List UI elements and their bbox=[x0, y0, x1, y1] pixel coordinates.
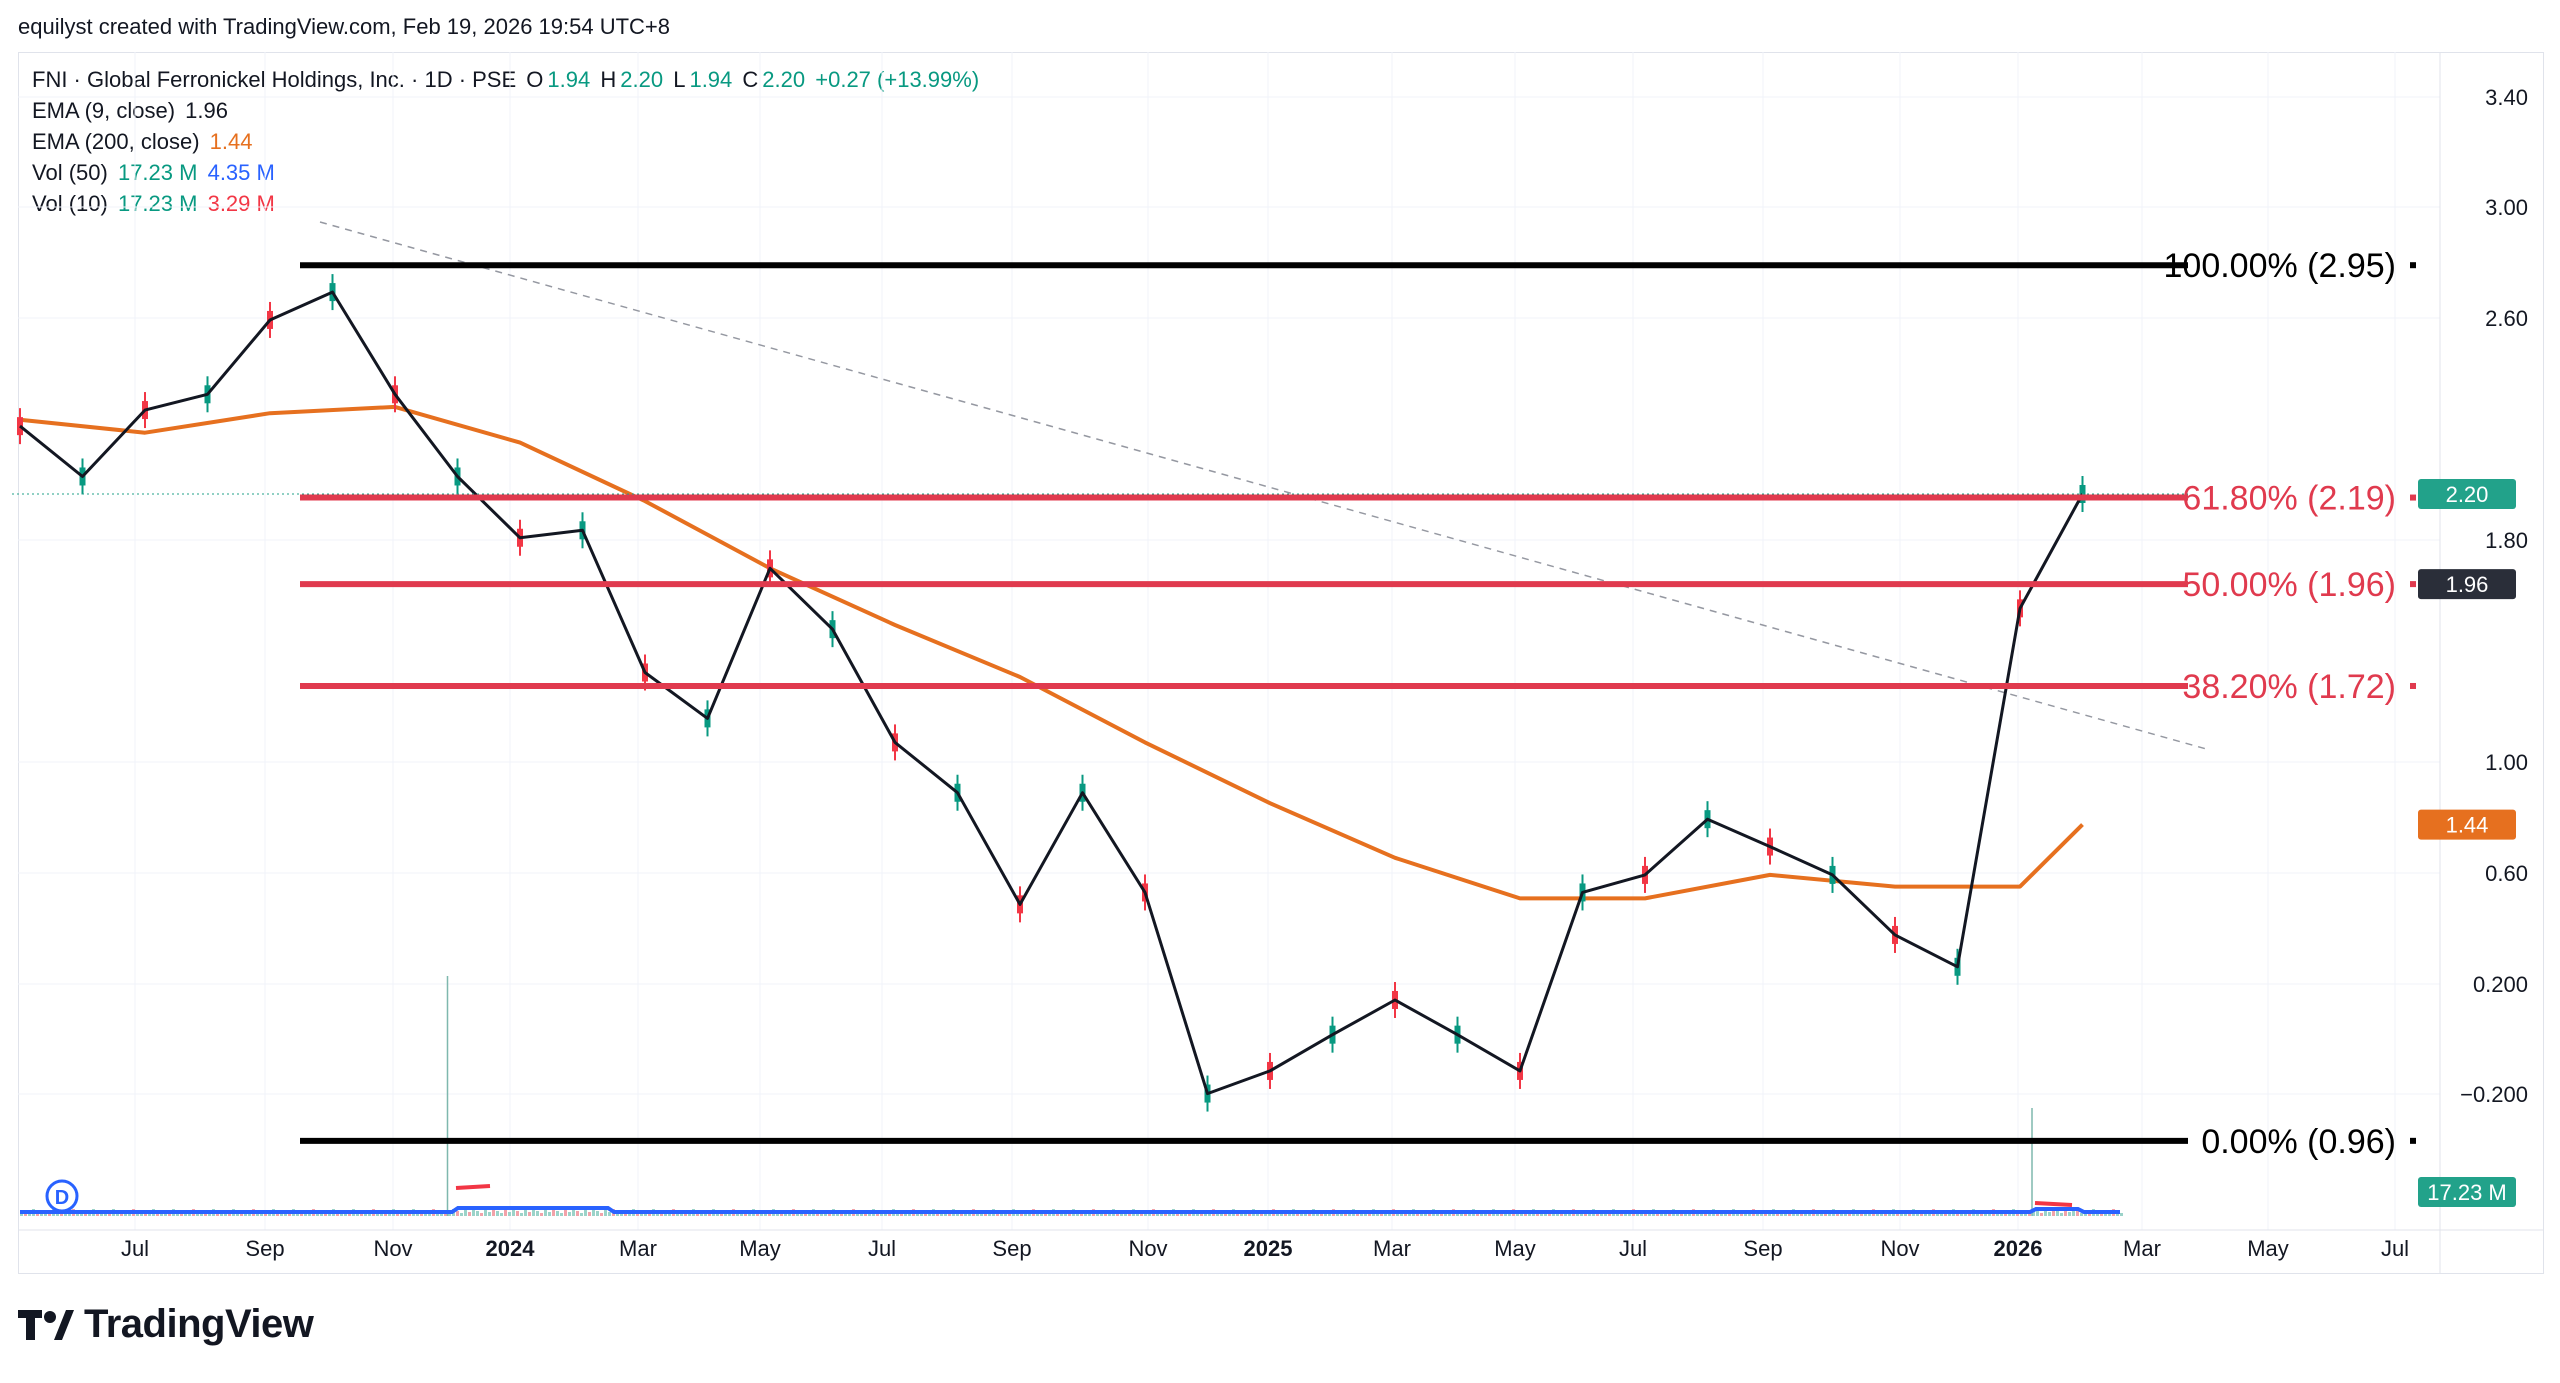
chart-caption: equilyst created with TradingView.com, F… bbox=[18, 14, 671, 39]
ohlc-low-label: L bbox=[673, 67, 686, 92]
tradingview-logo[interactable]: TradingView bbox=[18, 1302, 314, 1347]
ohlc-close: 2.20 bbox=[762, 67, 806, 92]
vol10-label: Vol (10) bbox=[32, 191, 108, 216]
legend-vol10-row[interactable]: Vol (10) 17.23 M 3.29 M bbox=[32, 188, 983, 219]
vol50-value-2: 4.35 M bbox=[207, 160, 275, 185]
vol10-value-2: 3.29 M bbox=[207, 191, 275, 216]
chart-frame[interactable] bbox=[18, 52, 2544, 1274]
ema9-value: 1.96 bbox=[185, 98, 228, 123]
legend-symbol-row: FNI · Global Ferronickel Holdings, Inc. … bbox=[32, 64, 983, 95]
tradingview-logo-text: TradingView bbox=[84, 1302, 314, 1346]
vol10-value-1: 17.23 M bbox=[117, 191, 198, 216]
ohlc-high: 2.20 bbox=[620, 67, 664, 92]
ema200-value: 1.44 bbox=[209, 129, 253, 154]
chart-legend: FNI · Global Ferronickel Holdings, Inc. … bbox=[32, 64, 983, 219]
legend-ema9-row[interactable]: EMA (9, close) 1.96 bbox=[32, 95, 983, 126]
ohlc-open-label: O bbox=[526, 67, 544, 92]
ohlc-high-label: H bbox=[600, 67, 617, 92]
tradingview-logo-icon bbox=[18, 1309, 74, 1340]
ohlc-change: +0.27 (+13.99%) bbox=[815, 67, 980, 92]
ohlc-open: 1.94 bbox=[547, 67, 591, 92]
vol50-label: Vol (50) bbox=[32, 160, 108, 185]
symbol-title[interactable]: FNI · Global Ferronickel Holdings, Inc. … bbox=[32, 67, 517, 92]
ema9-label: EMA (9, close) bbox=[32, 98, 176, 123]
legend-vol50-row[interactable]: Vol (50) 17.23 M 4.35 M bbox=[32, 157, 983, 188]
ohlc-low: 1.94 bbox=[689, 67, 733, 92]
legend-ema200-row[interactable]: EMA (200, close) 1.44 bbox=[32, 126, 983, 157]
vol50-value-1: 17.23 M bbox=[117, 160, 198, 185]
ohlc-close-label: C bbox=[742, 67, 759, 92]
ema200-label: EMA (200, close) bbox=[32, 129, 200, 154]
